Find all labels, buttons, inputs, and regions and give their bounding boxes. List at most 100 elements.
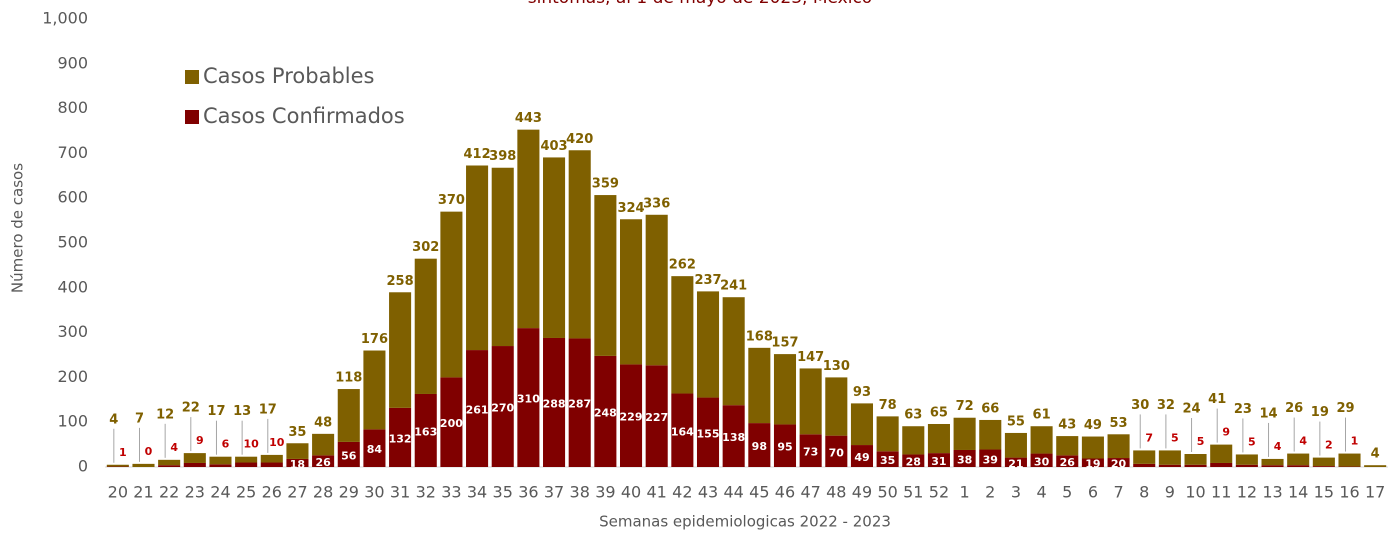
x-tick-label: 9 [1165,483,1175,502]
data-label: 49 [1084,418,1102,433]
data-label: 237 [694,273,721,288]
data-label: 412 [463,147,490,162]
bar-segment [722,297,745,406]
bar-segment [1030,453,1053,467]
x-tick-label: 35 [493,483,513,502]
x-tick-label: 44 [723,483,743,502]
bar-segment [1184,454,1207,465]
bar-segment [1184,464,1207,467]
data-label: 14 [1259,406,1277,421]
data-label: 31 [931,455,946,468]
bar-segment [1056,455,1079,467]
data-label: 30 [1131,398,1149,413]
bar-segment [1107,434,1130,459]
bar-segment [517,328,540,467]
data-label: 241 [720,279,747,294]
bar-segment [466,165,489,351]
y-tick-label: 800 [57,98,88,117]
data-label: 65 [930,405,948,420]
data-label: 132 [389,432,412,445]
legend-label: Casos Confirmados [203,104,405,128]
x-tick-label: 39 [595,483,615,502]
bar-segment [183,453,206,463]
data-label: 28 [906,456,921,469]
data-label: 310 [517,393,540,406]
bar-segment [491,346,514,467]
x-tick-label: 1 [960,483,970,502]
bar-segment [953,449,976,467]
bar-segment [389,292,412,408]
data-label: 19 [1085,458,1100,471]
y-axis-title: Número de casos [9,163,27,293]
x-tick-label: 2 [985,483,995,502]
bar-segment [748,423,771,467]
legend-swatch [185,70,199,84]
x-tick-label: 13 [1262,483,1282,502]
x-tick-label: 20 [108,483,128,502]
data-label: 93 [853,385,871,400]
data-label: 336 [643,196,670,211]
data-label: 95 [777,441,792,454]
x-tick-label: 30 [364,483,384,502]
x-tick-label: 29 [339,483,359,502]
data-label: 270 [491,402,514,415]
data-label: 56 [341,449,357,462]
x-tick-label: 31 [390,483,410,502]
bar-segment [1004,432,1027,458]
data-label: 6 [222,438,230,451]
data-label: 5 [1171,431,1179,444]
bar-segment [414,258,437,394]
x-tick-label: 34 [467,483,487,502]
bar-segment [671,276,694,394]
bar-segment [850,403,874,446]
bar-segment [722,405,745,467]
bar-segment [1312,466,1335,467]
bar-segment [1338,453,1361,467]
x-tick-label: 16 [1339,483,1359,502]
data-label: 4 [1299,435,1307,448]
y-tick-label: 0 [78,457,88,476]
bar-segment [876,416,899,452]
bar-segment [543,157,566,338]
y-tick-label: 900 [57,53,88,72]
data-label: 72 [956,399,974,414]
data-label: 288 [543,397,566,410]
bar-segment [645,214,668,366]
data-label: 49 [854,451,869,464]
data-label: 0 [145,445,153,458]
bar-segment [1081,458,1104,467]
bar-segment [1261,465,1284,467]
bar-segment [235,462,258,467]
data-label: 261 [466,404,489,417]
bar-segment [902,454,925,467]
bar-segment [1364,465,1387,467]
data-label: 164 [671,425,694,438]
data-label: 324 [617,201,644,216]
bar-segment [1133,463,1156,467]
data-label: 39 [983,453,998,466]
x-tick-label: 42 [672,483,692,502]
data-label: 18 [290,458,305,471]
bar-segment [696,291,720,398]
x-tick-label: 46 [775,483,795,502]
data-label: 43 [1058,418,1076,433]
bar-segment [312,433,335,456]
data-label: 5 [1197,435,1205,448]
data-label: 41 [1208,392,1226,407]
bar-segment [363,350,386,430]
bar-segment [286,458,309,467]
x-tick-label: 5 [1062,483,1072,502]
data-label: 32 [1157,398,1175,413]
data-label: 98 [752,440,767,453]
bar-segment [158,459,181,466]
x-tick-label: 3 [1011,483,1021,502]
x-tick-label: 48 [826,483,846,502]
data-label: 26 [315,456,331,469]
data-label: 73 [803,446,818,459]
data-label: 4 [1274,440,1282,453]
bar-segment [1081,436,1104,459]
data-label: 302 [412,240,439,255]
bar-segment [825,377,848,436]
data-label: 17 [259,402,277,417]
